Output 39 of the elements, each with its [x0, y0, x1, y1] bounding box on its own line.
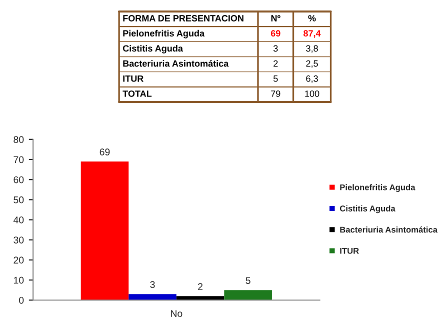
- text: Bacteriuria Asintomática: [123, 60, 229, 67]
- y-tick-label: 40: [13, 216, 24, 224]
- text: Nº: [271, 15, 280, 22]
- text: ITUR: [123, 76, 144, 82]
- legend-label: Bacteriuria Asintomática: [340, 226, 438, 233]
- data-label: 3: [150, 281, 155, 288]
- text: 100: [305, 90, 320, 97]
- legend-label: ITUR: [340, 248, 359, 254]
- text: 5: [273, 76, 278, 82]
- legend-label: Cistitis Aguda: [340, 205, 396, 214]
- text: Pielonefritis Aguda: [123, 30, 205, 38]
- bar: [128, 294, 176, 300]
- y-tick-label: 70: [14, 156, 24, 164]
- y-tick-label: 0: [19, 296, 24, 304]
- text: 2: [274, 60, 278, 67]
- legend-label: Pielonefritis Aguda: [340, 184, 416, 192]
- y-tick-label: 60: [14, 176, 24, 184]
- bar: [224, 290, 272, 300]
- text: 87,4: [304, 30, 321, 38]
- y-tick-label: 30: [14, 236, 24, 244]
- bar: [80, 162, 129, 300]
- text: 3: [273, 45, 278, 52]
- text: %: [308, 15, 316, 22]
- y-tick-label: 10: [14, 276, 24, 284]
- x-tick-label: No: [170, 310, 182, 317]
- y-tick-label: 50: [14, 196, 24, 204]
- y-tick-label: 80: [14, 136, 24, 144]
- text: Cistitis Aguda: [122, 44, 184, 54]
- text: 6,3: [306, 75, 318, 83]
- text: 2,5: [306, 60, 318, 68]
- text: 69: [270, 30, 280, 37]
- text: 79: [271, 90, 280, 97]
- data-label: 5: [246, 277, 250, 284]
- text: 3,8: [306, 45, 318, 53]
- y-tick-label: 20: [14, 256, 24, 264]
- data-label: 69: [100, 148, 110, 156]
- text: TOTAL: [122, 90, 152, 97]
- data-label: 2: [198, 283, 203, 290]
- text: FORMA DE PRESENTACION: [123, 15, 244, 22]
